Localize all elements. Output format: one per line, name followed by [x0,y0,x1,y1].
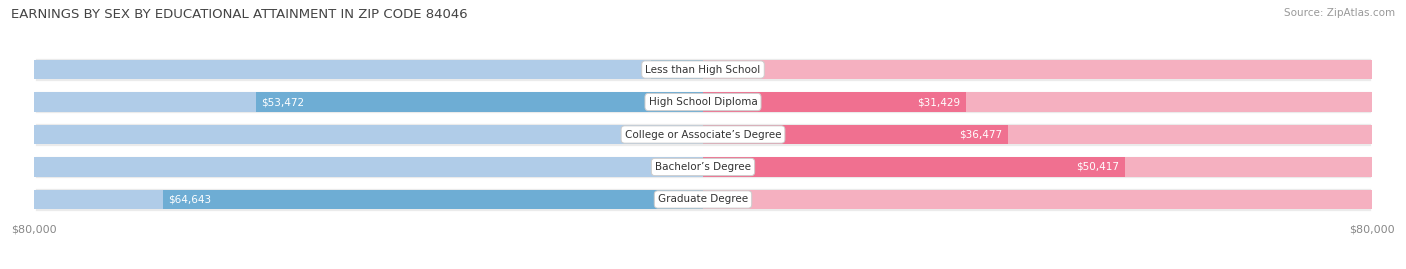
Bar [34,92,703,112]
Text: $6,250: $6,250 [657,65,693,75]
Bar [703,190,1372,209]
Text: College or Associate’s Degree: College or Associate’s Degree [624,129,782,140]
Bar [703,92,966,112]
Text: $64,643: $64,643 [167,194,211,204]
Text: Graduate Degree: Graduate Degree [658,194,748,204]
Bar [34,155,1372,179]
Text: $50,417: $50,417 [1076,162,1119,172]
Bar [34,157,703,177]
Text: Source: ZipAtlas.com: Source: ZipAtlas.com [1284,8,1395,18]
Bar [703,125,1372,144]
Text: $0: $0 [685,129,697,140]
Bar [703,157,1372,177]
Bar [163,190,703,209]
Text: $0: $0 [709,65,721,75]
Bar [34,190,703,209]
Bar [703,125,1008,144]
Bar [34,60,703,79]
Text: EARNINGS BY SEX BY EDUCATIONAL ATTAINMENT IN ZIP CODE 84046: EARNINGS BY SEX BY EDUCATIONAL ATTAINMEN… [11,8,468,21]
Bar [34,122,1372,147]
Text: Bachelor’s Degree: Bachelor’s Degree [655,162,751,172]
Text: Less than High School: Less than High School [645,65,761,75]
Bar [256,92,703,112]
Bar [703,92,1372,112]
Text: $31,429: $31,429 [917,97,960,107]
Bar [34,57,1372,82]
Text: $53,472: $53,472 [262,97,305,107]
Text: $0: $0 [685,162,697,172]
Bar [34,125,703,144]
Bar [651,60,703,79]
Bar [703,60,1372,79]
Bar [34,90,1372,114]
Text: $0: $0 [709,194,721,204]
Bar [703,157,1125,177]
Text: High School Diploma: High School Diploma [648,97,758,107]
Text: $36,477: $36,477 [959,129,1002,140]
Bar [34,187,1372,212]
